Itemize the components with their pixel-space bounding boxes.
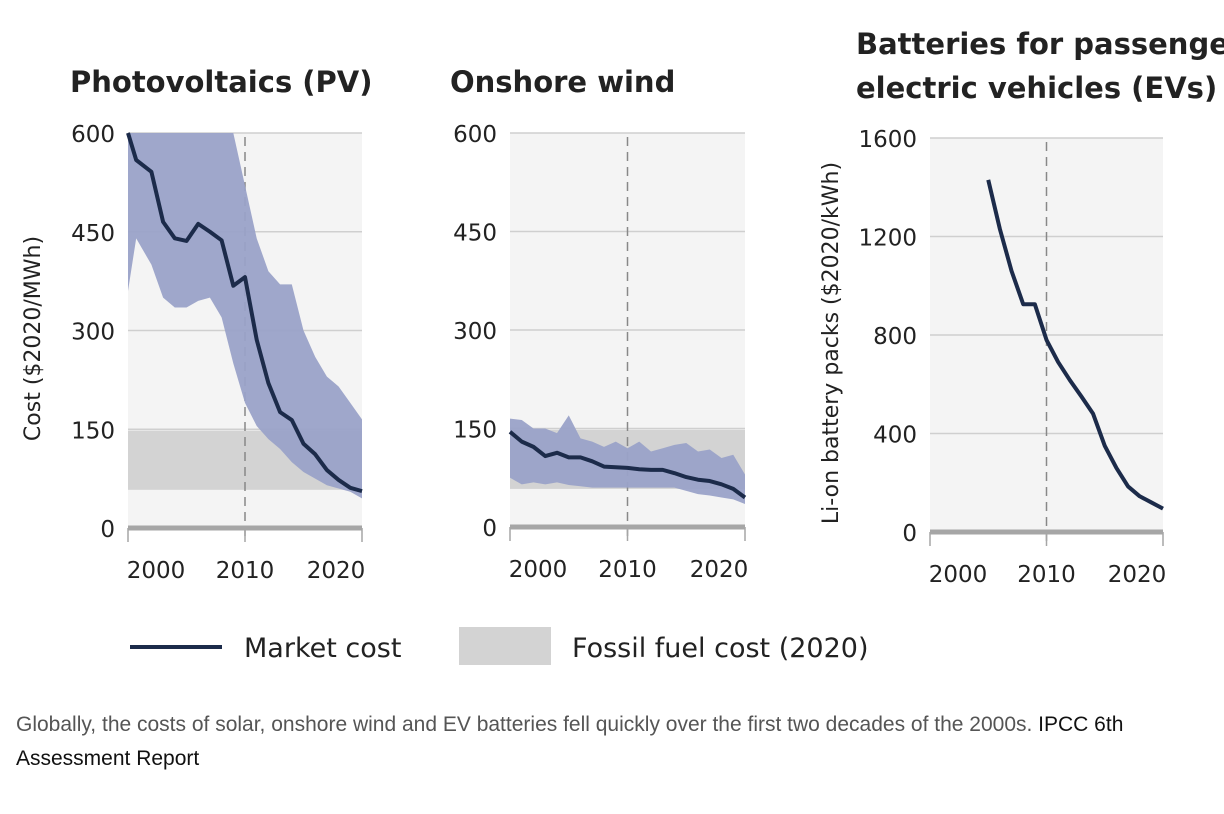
y-tick-label: 400 (873, 423, 917, 449)
panel-title: Onshore wind (450, 65, 675, 99)
y-tick-label: 150 (453, 418, 497, 444)
y-axis-title: Cost ($2020/MWh) (21, 236, 46, 441)
market-cost-line (126, 132, 363, 494)
x-tick-label: 2010 (1017, 562, 1076, 588)
x-tick-label: 2020 (1108, 562, 1167, 588)
y-tick-label: 0 (482, 516, 497, 542)
y-tick-label: 300 (71, 320, 115, 346)
figure-caption: Globally, the costs of solar, onshore wi… (16, 708, 1216, 776)
market-cost-line (508, 430, 747, 500)
caption-source: IPCC 6th Assessment Report (16, 713, 1124, 770)
y-tick-label: 1600 (858, 127, 917, 153)
x-tick-label: 2000 (929, 562, 988, 588)
y-tick-label: 450 (71, 221, 115, 247)
market-cost-line (986, 179, 1164, 511)
legend-fossil-fuel-swatch (459, 627, 551, 665)
legend-fossil-fuel-label: Fossil fuel cost (2020) (572, 633, 869, 664)
x-tick-label: 2020 (307, 558, 366, 584)
panel-title: electric vehicles (EVs) (856, 71, 1217, 105)
y-tick-label: 800 (873, 324, 917, 350)
legend-market-cost-label: Market cost (244, 633, 401, 664)
y-tick-label: 150 (71, 418, 115, 444)
y-tick-label: 300 (453, 319, 497, 345)
panel-title: Batteries for passenger (856, 27, 1224, 61)
x-tick-label: 2000 (509, 557, 568, 583)
y-tick-label: 450 (453, 221, 497, 247)
x-tick-label: 2000 (127, 558, 186, 584)
cost-range-band (510, 415, 745, 505)
caption-text: Globally, the costs of solar, onshore wi… (16, 713, 1033, 736)
legend: Market cost Fossil fuel cost (2020) (130, 627, 869, 665)
cost-decline-figure: Photovoltaics (PV) 0 150 300 450 600 2000 2010 2… (21, 27, 1224, 665)
x-tick-label: 2010 (598, 557, 657, 583)
x-tick-label: 2010 (216, 558, 275, 584)
y-tick-label: 0 (902, 521, 917, 547)
y-tick-label: 0 (100, 517, 115, 543)
panel-onshore-wind: Onshore wind 0 150 300 450 600 2000 2010 2020 (450, 65, 748, 583)
panel-title: Photovoltaics (PV) (70, 65, 373, 99)
panel-photovoltaics: Photovoltaics (PV) 0 150 300 450 600 2000 2010 2… (21, 65, 373, 584)
x-tick-label: 2020 (690, 557, 749, 583)
y-tick-label: 600 (71, 122, 115, 148)
cost-range-band (128, 133, 362, 499)
panel-ev-batteries: Batteries for passenger electric vehicles… (819, 27, 1224, 588)
y-tick-label: 600 (453, 122, 497, 148)
y-axis-title: Li-on battery packs ($2020/kWh) (819, 162, 844, 524)
y-tick-label: 1200 (858, 226, 917, 252)
